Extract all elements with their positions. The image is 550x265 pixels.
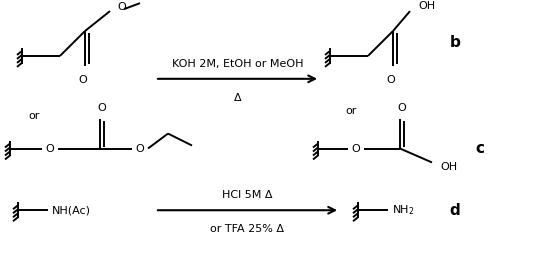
Text: O: O [117,2,126,12]
Text: or TFA 25% Δ: or TFA 25% Δ [211,224,284,234]
Text: O: O [398,103,406,113]
Text: b: b [449,36,460,50]
Text: O: O [98,103,106,113]
Text: O: O [136,144,144,153]
Text: d: d [450,203,460,218]
Text: NH$_2$: NH$_2$ [392,203,415,217]
Text: KOH 2M, EtOH or MeOH: KOH 2M, EtOH or MeOH [172,59,303,69]
Text: c: c [476,141,485,156]
Text: OH: OH [418,1,435,11]
Text: O: O [79,75,87,85]
Text: Δ: Δ [234,93,241,103]
Text: or: or [28,111,40,121]
Text: OH: OH [440,162,457,173]
Text: HCl 5M Δ: HCl 5M Δ [222,190,273,200]
Text: O: O [46,144,54,153]
Text: NH(Ac): NH(Ac) [52,205,91,215]
Text: O: O [387,75,395,85]
Text: O: O [351,144,360,153]
Text: or: or [345,106,356,116]
